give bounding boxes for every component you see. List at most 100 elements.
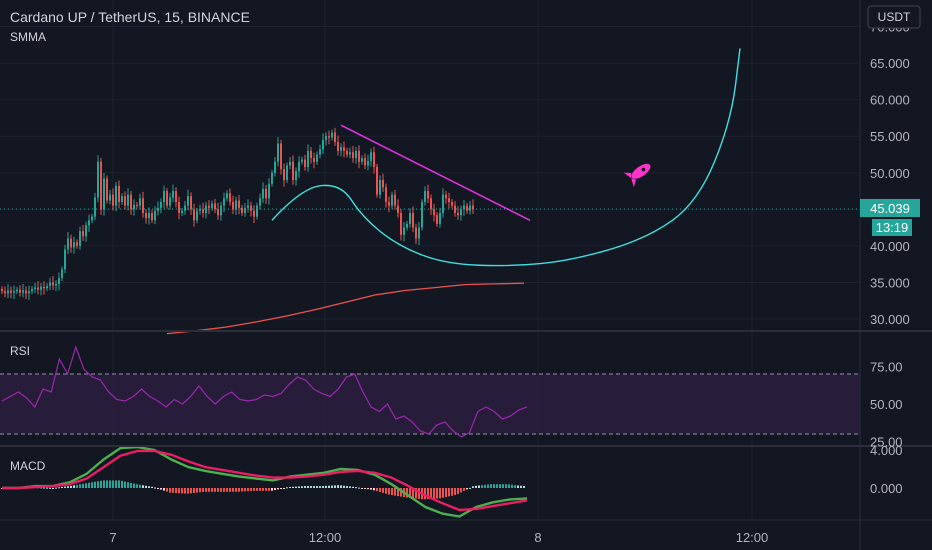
macd-histogram-bar	[250, 488, 252, 492]
rsi-tick-label: 75.00	[870, 360, 903, 375]
candle-body	[334, 132, 336, 143]
macd-histogram-bar	[505, 484, 507, 488]
candle-body	[322, 139, 324, 150]
macd-histogram-bar	[64, 486, 66, 488]
macd-histogram-bar	[232, 488, 234, 492]
macd-histogram-bar	[82, 483, 84, 488]
candle-body	[442, 194, 444, 213]
candle-body	[406, 223, 408, 228]
price-tick-label: 60.000	[870, 93, 910, 108]
macd-histogram-bar	[460, 488, 462, 493]
macd-histogram-bar	[337, 485, 339, 488]
candle-body	[199, 209, 201, 211]
macd-histogram-bar	[244, 488, 246, 492]
macd-histogram-bar	[493, 484, 495, 488]
candle-body	[7, 290, 9, 294]
macd-histogram-bar	[394, 488, 396, 496]
symbol-title[interactable]: Cardano UP / TetherUS, 15, BINANCE	[10, 9, 250, 25]
candle-body	[70, 238, 72, 248]
candle-body	[421, 202, 423, 228]
macd-histogram-bar	[397, 488, 399, 497]
candle-body	[79, 231, 81, 246]
rocket-icon	[623, 163, 651, 188]
candle-body	[52, 282, 54, 286]
candle-body	[64, 249, 66, 270]
candle-body	[55, 283, 57, 286]
macd-histogram-bar	[145, 485, 147, 488]
macd-histogram-bar	[298, 486, 300, 488]
macd-histogram-bar	[436, 488, 438, 499]
macd-histogram-bar	[151, 486, 153, 488]
candle-body	[217, 209, 219, 216]
macd-histogram-bar	[499, 484, 501, 488]
candle-body	[175, 191, 177, 202]
macd-histogram-bar	[271, 488, 273, 491]
candle-body	[235, 200, 237, 210]
macd-pane[interactable]	[1, 445, 528, 518]
macd-histogram-bar	[391, 488, 393, 496]
time-tick-label: 12:00	[736, 530, 769, 545]
candle-body	[325, 136, 327, 140]
candle-body	[391, 194, 393, 206]
candle-body	[115, 185, 117, 206]
candle-body	[250, 205, 252, 211]
candle-body	[31, 289, 33, 292]
candle-body	[157, 207, 159, 211]
candle-body	[445, 194, 447, 199]
macd-histogram-bar	[202, 488, 204, 492]
macd-histogram-bar	[346, 486, 348, 488]
macd-histogram-bar	[115, 480, 117, 488]
candles[interactable]	[1, 127, 474, 300]
candle-body	[160, 202, 162, 208]
macd-histogram-bar	[490, 484, 492, 488]
drawings[interactable]	[271, 48, 741, 267]
candle-body	[43, 286, 45, 289]
price-tick-label: 40.000	[870, 239, 910, 254]
candle-body	[358, 150, 360, 162]
candle-body	[82, 231, 84, 237]
candle-body	[304, 159, 306, 167]
currency-button[interactable]: USDT	[867, 5, 921, 29]
candle-body	[136, 204, 138, 206]
macd-histogram-bar	[274, 488, 276, 491]
candle-body	[19, 289, 21, 293]
candle-body	[265, 188, 267, 199]
candle-body	[415, 227, 417, 239]
smma-legend[interactable]: SMMA	[10, 30, 46, 44]
macd-histogram-bar	[328, 485, 330, 488]
macd-histogram-bar	[235, 488, 237, 492]
candle-body	[367, 161, 369, 166]
macd-histogram-bar	[367, 488, 369, 490]
candle-body	[316, 154, 318, 162]
macd-histogram-bar	[226, 488, 228, 492]
macd-histogram-bar	[376, 488, 378, 492]
rsi-legend[interactable]: RSI	[10, 344, 30, 358]
candle-body	[205, 205, 207, 213]
candle-body	[103, 178, 105, 210]
candle-body	[274, 161, 276, 173]
macd-histogram-bar	[448, 488, 450, 497]
macd-histogram-bar	[289, 486, 291, 488]
macd-histogram-bar	[385, 488, 387, 494]
candle-body	[382, 180, 384, 188]
candle-body	[208, 205, 210, 208]
last-price-badge: 45.039 13:19	[860, 199, 920, 236]
macd-histogram-bar	[157, 488, 159, 489]
candle-body	[196, 210, 198, 221]
candle-body	[76, 242, 78, 246]
macd-histogram-bar	[259, 488, 261, 491]
macd-histogram-bar	[70, 485, 72, 488]
candle-body	[295, 171, 297, 181]
candle-body	[277, 143, 279, 162]
macd-histogram-bar	[205, 488, 207, 492]
candle-body	[202, 209, 204, 213]
candle-body	[241, 207, 243, 213]
candle-body	[313, 158, 315, 162]
macd-legend[interactable]: MACD	[10, 459, 46, 473]
rsi-band	[0, 374, 860, 434]
rsi-pane[interactable]	[0, 345, 860, 438]
price-tick-label: 55.000	[870, 129, 910, 144]
macd-histogram-bar	[277, 488, 279, 490]
macd-histogram-bar	[400, 488, 402, 497]
